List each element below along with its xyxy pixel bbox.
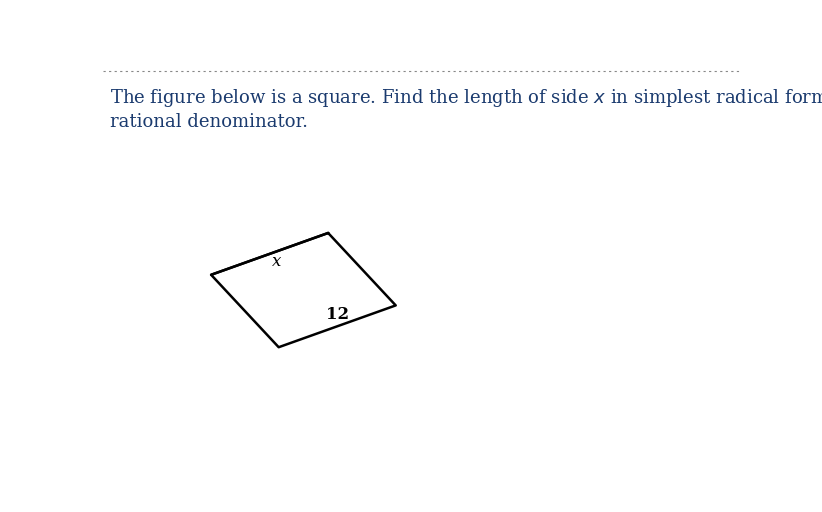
Text: x: x xyxy=(272,253,281,270)
Text: 12: 12 xyxy=(326,306,349,323)
Text: rational denominator.: rational denominator. xyxy=(110,113,308,131)
Text: The figure below is a square. Find the length of side $x$ in simplest radical fo: The figure below is a square. Find the l… xyxy=(110,87,822,109)
